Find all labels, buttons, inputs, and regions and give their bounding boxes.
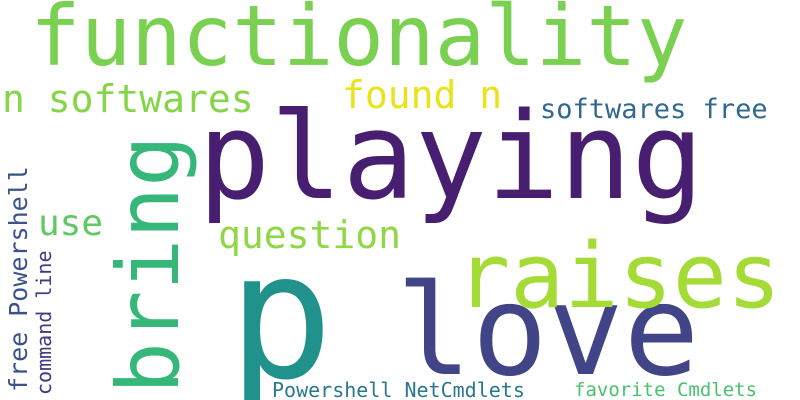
word-command-line: command line — [32, 250, 56, 396]
word-softwares-free: softwares free — [540, 94, 768, 125]
word-love: love — [396, 257, 700, 400]
word-powershell-netcmdlets: Powershell NetCmdlets — [272, 378, 525, 400]
word-bring: bring — [99, 135, 199, 394]
word-functionality: functionality — [30, 0, 688, 85]
word-n-softwares: n softwares — [2, 77, 254, 121]
word-free-powershell: free Powershell — [4, 166, 33, 392]
word-raises: raises — [456, 224, 782, 329]
word-found-n: found n — [342, 73, 503, 117]
word-favorite-cmdlets: favorite Cmdlets — [574, 379, 758, 400]
word-use: use — [38, 203, 104, 244]
word-playing: playing — [198, 88, 704, 227]
word-question: question — [218, 213, 402, 257]
word-p: p — [228, 216, 334, 400]
